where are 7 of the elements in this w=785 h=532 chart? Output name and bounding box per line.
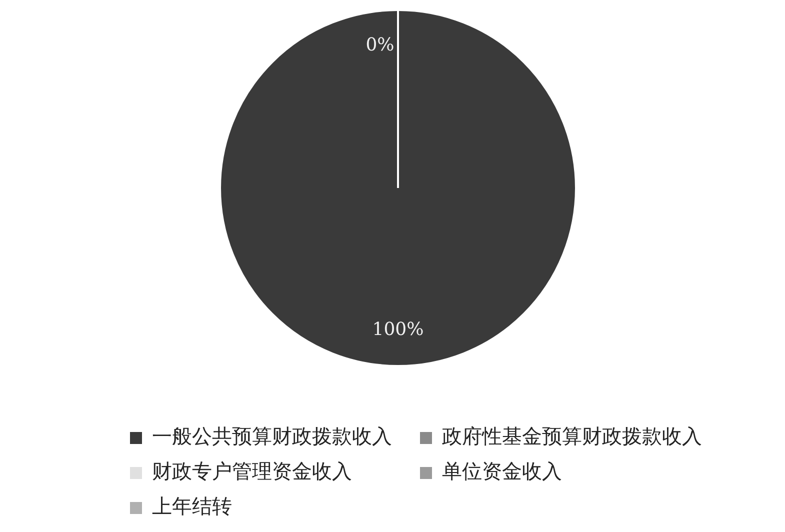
legend-label: 上年结转 [152,494,232,518]
legend-label: 单位资金收入 [442,459,562,484]
legend-label: 一般公共预算财政拨款收入 [152,424,392,448]
legend-label: 财政专户管理资金收入 [152,459,352,484]
data-label: 100% [372,319,424,340]
text: 0% [366,34,394,56]
legend-label: 政府性基金预算财政拨款收入 [442,424,702,448]
